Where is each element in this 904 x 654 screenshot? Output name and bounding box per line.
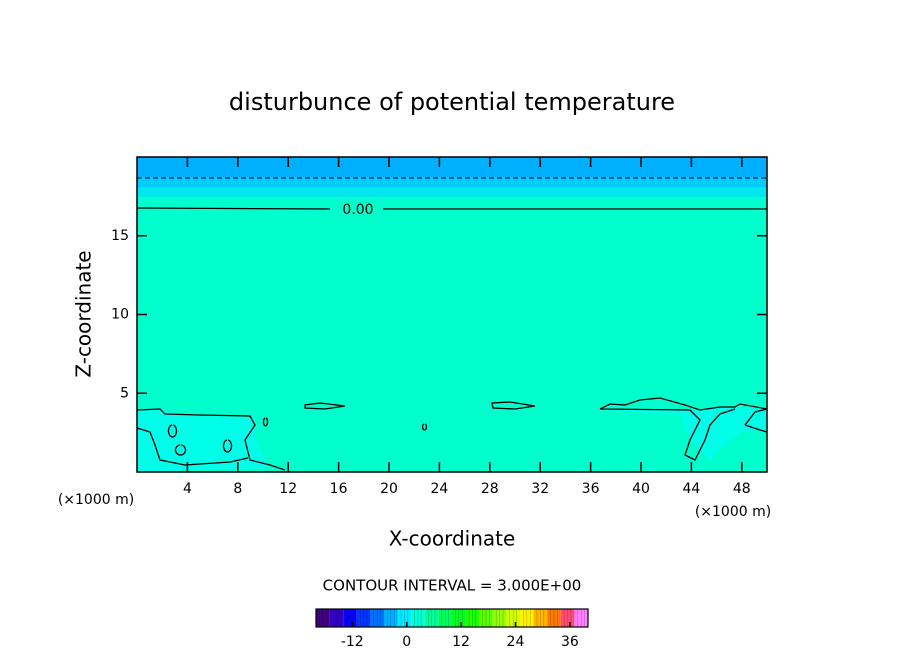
- contour-label: 0.00: [342, 202, 373, 218]
- x-tick-label: 24: [430, 481, 448, 497]
- colorbar-cell: [397, 609, 412, 627]
- colorbar-cell: [506, 609, 520, 627]
- colorbar-cell: [370, 609, 384, 627]
- colorbar-cell: [492, 609, 507, 627]
- x-tick-label: 8: [233, 481, 242, 497]
- y-tick-label: 15: [111, 228, 129, 244]
- x-unit-label: (×1000 m): [695, 504, 771, 520]
- x-tick-label: 32: [531, 481, 549, 497]
- colorbar-cell: [560, 609, 575, 627]
- colorbar-cell: [479, 609, 493, 627]
- contour-lines: [136, 177, 768, 471]
- colorbar-cell: [452, 609, 466, 627]
- colorbar-cell: [316, 609, 330, 627]
- colorbar-cell: [384, 609, 398, 627]
- x-tick-label: 28: [481, 481, 499, 497]
- x-tick-label: 44: [682, 481, 700, 497]
- plot-fill: [137, 157, 767, 472]
- colorbar-cell: [343, 609, 357, 627]
- y-axis-label: Z-coordinate: [72, 250, 96, 377]
- colorbar-tick-label: 12: [452, 634, 470, 650]
- x-unit-label: (×1000 m): [58, 492, 134, 508]
- colorbar-cell: [533, 609, 548, 627]
- colorbar-cell: [465, 609, 480, 627]
- x-axis-label: X-coordinate: [389, 527, 516, 551]
- x-tick-label: 48: [733, 481, 751, 497]
- colorbar-cell: [356, 609, 371, 627]
- y-tick-label: 5: [120, 385, 129, 401]
- colorbar-tick-label: 24: [507, 634, 525, 650]
- colorbar-tick-label: 36: [561, 634, 579, 650]
- x-tick-label: 16: [330, 481, 348, 497]
- x-tick-label: 12: [279, 481, 297, 497]
- contour-interval: CONTOUR INTERVAL = 3.000E+00: [323, 577, 582, 595]
- colorbar-cell: [574, 609, 588, 627]
- colorbar-tick-label: -12: [341, 634, 364, 650]
- colorbar-cell: [424, 609, 439, 627]
- colorbar-cell: [329, 609, 344, 627]
- colorbar-cell: [438, 609, 452, 627]
- colorbar-tick-label: 0: [402, 634, 411, 650]
- contour-label-bg: [330, 200, 382, 218]
- x-tick-label: 36: [582, 481, 600, 497]
- colorbar-cell: [547, 609, 561, 627]
- x-tick-label: 20: [380, 481, 398, 497]
- x-tick-label: 40: [632, 481, 650, 497]
- x-tick-label: 4: [183, 481, 192, 497]
- colorbar-cell: [411, 609, 425, 627]
- colorbar-frame: [315, 608, 589, 628]
- y-tick-label: 10: [111, 307, 129, 323]
- colorbar-cell: [520, 609, 534, 627]
- chart-title: disturbunce of potential temperature: [229, 88, 675, 116]
